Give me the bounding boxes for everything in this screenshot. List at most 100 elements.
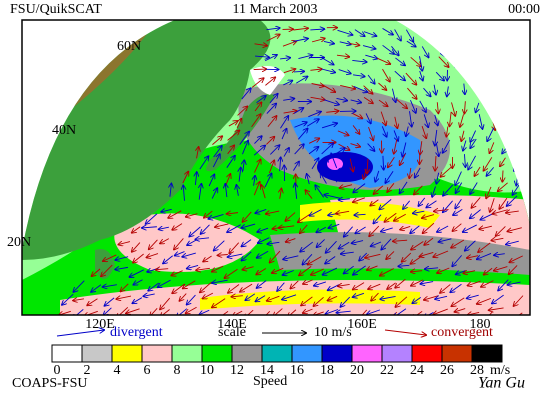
wind-vector: [283, 148, 289, 157]
map-fill: [22, 20, 530, 315]
wind-vector: [212, 154, 220, 168]
wind-vector: [437, 102, 438, 113]
speed-zone: [317, 152, 373, 182]
wind-vector: [116, 307, 129, 315]
wind-vector: [354, 29, 365, 36]
wind-vector: [336, 55, 349, 57]
wind-vector: [317, 239, 325, 247]
wind-vector: [489, 308, 504, 310]
wind-vector: [421, 125, 426, 138]
wind-vector: [388, 156, 395, 167]
wind-vector: [321, 57, 334, 65]
wind-vector: [504, 32, 510, 46]
wind-vector: [436, 172, 438, 184]
wind-vector: [267, 116, 277, 127]
wind-vector: [478, 71, 481, 83]
wind-vector: [393, 130, 398, 140]
wind-vector: [463, 140, 466, 150]
wind-vector: [367, 265, 378, 270]
wind-vector: [295, 183, 297, 199]
speed-zone: [290, 115, 422, 188]
wind-vector: [146, 213, 158, 224]
wind-vector: [477, 253, 492, 259]
wind-vector: [509, 265, 518, 274]
wind-vector: [321, 143, 334, 155]
wind-vector: [477, 297, 492, 304]
wind-vector: [394, 308, 407, 315]
wind-vector: [376, 57, 390, 64]
wind-vector: [375, 170, 378, 182]
wind-vector: [159, 227, 169, 229]
wind-vector: [336, 311, 351, 312]
wind-vector: [400, 153, 406, 165]
wind-vector: [254, 136, 261, 144]
wind-vector: [462, 69, 469, 80]
wind-vector: [227, 213, 239, 214]
wind-vector: [370, 199, 379, 206]
lon-label: 160E: [347, 317, 377, 332]
wind-vector: [182, 172, 188, 184]
colorbar-swatch: [411, 344, 443, 363]
wind-vector: [395, 116, 398, 128]
wind-vector: [502, 170, 503, 181]
wind-vector: [293, 162, 299, 171]
wind-vector: [126, 308, 140, 313]
wind-vector: [418, 197, 426, 206]
wind-vector: [293, 108, 303, 114]
wind-vector: [306, 119, 319, 127]
wind-vector: [420, 70, 423, 81]
wind-vector: [420, 282, 434, 284]
wind-vector: [158, 279, 171, 287]
wind-vector: [156, 269, 169, 270]
colorbar-swatch: [381, 344, 413, 363]
wind-vector: [325, 256, 336, 263]
wind-vector: [412, 311, 423, 315]
wind-vector: [270, 145, 279, 155]
wind-vector: [363, 85, 373, 94]
wind-vector: [371, 241, 382, 246]
wind-vector: [172, 223, 183, 230]
wind-vector: [352, 113, 363, 119]
wind-vector: [251, 114, 261, 128]
wind-vector: [449, 111, 451, 127]
wind-vector: [410, 100, 415, 113]
wind-vector: [478, 242, 491, 252]
wind-vector: [133, 279, 143, 285]
wind-vector: [410, 225, 420, 234]
map-area: [21, 19, 531, 316]
wind-vector: [394, 139, 397, 154]
wind-vector: [310, 209, 322, 215]
wind-vector: [423, 87, 430, 96]
wind-vector: [241, 88, 251, 100]
wind-vector: [413, 211, 425, 213]
colorbar-label: 24: [410, 363, 424, 378]
colorbar: 0 2 4 6 8 10 12 14 16 18 20 22 24 26 28 m/s: [51, 344, 510, 378]
wind-vector: [381, 227, 393, 232]
wind-vector: [426, 200, 437, 208]
wind-vector: [422, 214, 435, 219]
wind-vector: [450, 283, 462, 292]
wind-vector: [305, 190, 313, 199]
wind-vector: [443, 184, 454, 196]
wind-vector: [340, 184, 353, 188]
wind-vector: [283, 81, 292, 86]
wind-vector: [264, 55, 277, 62]
wind-vector: [72, 309, 84, 315]
wind-vector: [419, 100, 426, 112]
legend-scale: scale: [218, 325, 246, 340]
wind-vector: [293, 71, 304, 72]
wind-vector: [470, 182, 478, 194]
wind-vector: [280, 58, 290, 59]
lat-labels: 60N 40N 20N: [7, 39, 141, 250]
colorbar-label: 12: [230, 363, 244, 378]
wind-vector: [266, 35, 280, 42]
wind-vector: [339, 199, 350, 200]
wind-vector: [379, 199, 392, 209]
wind-vector: [350, 158, 353, 172]
wind-vector: [451, 297, 465, 306]
wind-vector: [255, 56, 269, 57]
wind-vector: [118, 242, 131, 245]
wind-vector: [492, 44, 495, 55]
wind-vector: [87, 298, 98, 306]
